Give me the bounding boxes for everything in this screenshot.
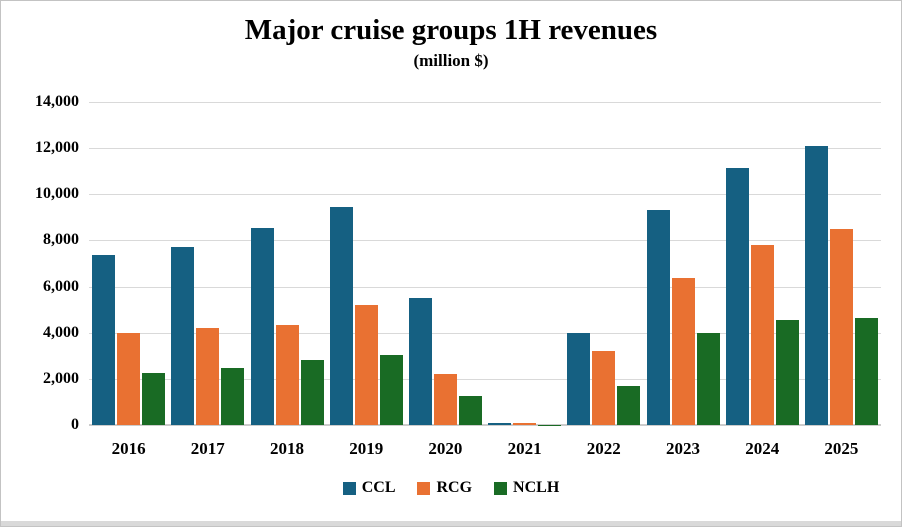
y-axis-tick-label-14000: 14,000	[35, 93, 79, 110]
x-axis-label-2025: 2025	[824, 439, 859, 458]
bar-rcg-2019	[354, 304, 378, 425]
bar-nclh-2023	[696, 333, 720, 425]
y-axis-tick-label-8000: 8,000	[43, 231, 79, 249]
bar-ccl-2025	[804, 145, 828, 425]
x-axis-label-2017: 2017	[190, 439, 225, 458]
legend-label-rcg: RCG	[436, 479, 473, 496]
gridline-2000	[89, 378, 881, 380]
bar-ccl-2022	[567, 332, 591, 425]
bar-ccl-2024	[725, 167, 749, 425]
bottom-strip	[1, 521, 901, 526]
bar-ccl-2018	[250, 227, 274, 425]
y-axis-tick-label-6000: 6,000	[43, 277, 79, 295]
gridline-4000	[89, 332, 881, 334]
legend-item-nclh: NCLH	[494, 479, 559, 497]
gridline-14000	[89, 102, 881, 103]
bar-rcg-2018	[275, 324, 299, 425]
legend-swatch-rcg	[417, 481, 431, 495]
bar-nclh-2016	[142, 372, 166, 425]
x-axis-label-2018: 2018	[269, 439, 304, 458]
legend-label-ccl: CCL	[361, 479, 396, 496]
y-axis-tick-label-2000: 2,000	[43, 369, 79, 387]
bar-nclh-2025	[854, 317, 878, 425]
bar-nclh-2024	[775, 320, 799, 425]
gridline-6000	[89, 286, 881, 288]
bar-rcg-2017	[196, 328, 220, 425]
y-axis-tick-label-12000: 12,000	[35, 139, 79, 157]
x-axis-label-2019: 2019	[349, 439, 384, 458]
bar-rcg-2024	[750, 245, 774, 425]
bar-rcg-2016	[117, 333, 141, 425]
bar-rcg-2022	[592, 351, 616, 425]
legend-swatch-ccl	[342, 481, 356, 495]
bar-ccl-2023	[646, 209, 670, 425]
bar-rcg-2020	[433, 374, 457, 425]
gridline-12000	[89, 148, 881, 150]
x-axis-label-2022: 2022	[586, 439, 621, 458]
legend-item-ccl: CCL	[342, 479, 396, 497]
plot-area	[89, 102, 881, 426]
legend-swatch-nclh	[494, 481, 508, 495]
bar-nclh-2019	[379, 355, 403, 425]
y-axis-tick-label-0: 0	[71, 416, 79, 433]
legend: CCL RCG NCLH	[1, 479, 901, 497]
y-axis-tick-label-10000: 10,000	[35, 185, 79, 203]
bar-rcg-2021	[513, 422, 537, 425]
legend-item-rcg: RCG	[417, 479, 472, 497]
bar-ccl-2017	[171, 246, 195, 425]
x-axis-label-2016: 2016	[111, 439, 146, 458]
y-axis-labels: 0 2,000 4,000 6,000 8,000 10,000 12,000 14,000	[1, 93, 83, 433]
legend-label-nclh: NCLH	[513, 479, 560, 496]
bar-ccl-2021	[488, 423, 512, 425]
bar-rcg-2023	[671, 277, 695, 425]
x-axis-line	[89, 424, 881, 426]
x-axis-labels: 2016 2017 2018 2019 2020 2021 2022 2023 2024 2025	[89, 437, 881, 461]
chart-subtitle: (million $)	[413, 51, 489, 70]
y-axis-tick-label-4000: 4,000	[43, 323, 79, 341]
x-axis-label-2020: 2020	[428, 439, 463, 458]
bar-ccl-2016	[92, 255, 116, 425]
bar-rcg-2025	[829, 228, 853, 425]
bar-nclh-2022	[617, 386, 641, 425]
bar-ccl-2020	[408, 298, 432, 425]
gridline-10000	[89, 194, 881, 196]
chart-title: Major cruise groups 1H revenues	[244, 14, 658, 46]
gridline-8000	[89, 240, 881, 242]
x-axis-label-2021: 2021	[507, 439, 542, 458]
bar-nclh-2018	[300, 360, 324, 425]
bar-ccl-2019	[329, 206, 353, 425]
x-axis-label-2023: 2023	[665, 439, 700, 458]
x-axis-label-2024: 2024	[745, 439, 780, 458]
bar-nclh-2017	[221, 368, 245, 425]
bar-nclh-2020	[458, 396, 482, 425]
